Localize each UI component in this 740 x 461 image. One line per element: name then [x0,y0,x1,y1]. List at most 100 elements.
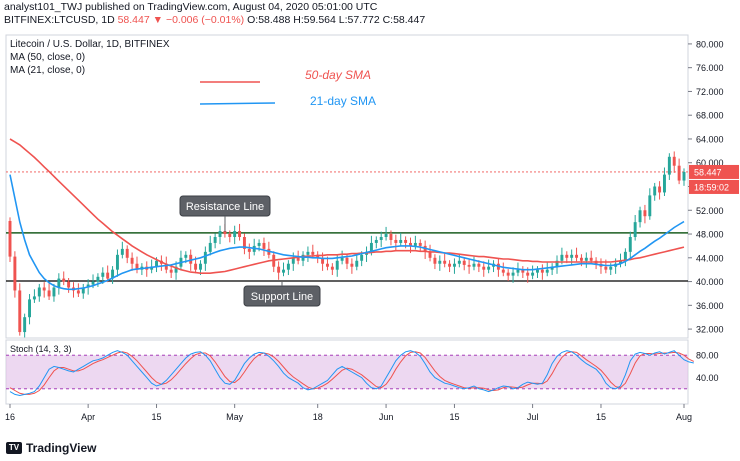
candle-body [316,254,320,258]
candle-body [101,272,105,277]
candle-body [579,257,583,261]
candle-body [247,248,251,252]
candle-body [174,266,178,273]
candle-body [208,242,212,252]
time-tick-label: 16 [5,412,15,422]
stoch-k-line [9,350,694,397]
candle-body [560,254,564,261]
candle-body [42,287,46,291]
candle-body [418,242,422,246]
candle-body [555,260,559,267]
candle-body [384,234,388,237]
candle-body [120,248,124,255]
time-tick-label: May [226,412,244,422]
candle-body [233,231,237,237]
candle-body [189,254,193,264]
candle-body [404,239,408,243]
sma21-line [9,174,685,291]
time-tick-label: Jun [379,412,394,422]
candle-body [399,239,403,243]
legend-50-label: 50-day SMA [305,68,371,82]
open-value: O:58.488 [247,14,291,26]
candle-body [658,186,662,193]
candle-body [355,260,359,267]
candle-body [516,269,520,273]
candle-body [443,260,447,264]
candle-body [203,251,207,264]
chart-title: Litecoin / U.S. Dollar, 1D, BITFINEX [10,39,170,50]
candle-body [184,254,188,258]
candle-body [91,281,95,285]
price-tick-label: 44.000 [696,253,724,263]
time-tick-label: Apr [81,412,95,422]
candle-body [164,263,168,270]
last-price-header: 58.447 [117,14,150,26]
candle-body [462,260,466,265]
candle-body [62,278,66,282]
legend-21-swatch [199,102,276,105]
candle-body [286,263,290,270]
candle-body [438,260,442,264]
candle-body [218,231,222,237]
candle-body [511,272,515,276]
candle-body [86,284,90,288]
candle-body [457,260,461,264]
candle-body [648,195,652,217]
candle-body [609,266,613,270]
time-tick-label: 15 [152,412,162,422]
candle-body [330,266,334,270]
price-tick-label: 68.000 [696,111,724,121]
candle-body [565,254,569,258]
stoch-band [6,355,688,389]
author-line: analyst101_TWJ published on TradingView.… [4,1,378,13]
tradingview-logo[interactable]: TV TradingView [6,441,96,455]
candle-body [213,237,217,243]
candle-body [570,254,574,258]
main-pane [5,34,689,339]
candle-body [150,266,154,270]
candle-body [682,171,686,181]
price-chart[interactable]: 80.00076.00072.00068.00064.00060.00056.0… [0,26,740,431]
candle-body [369,242,373,252]
candle-body [619,260,622,264]
candle-body [311,251,315,255]
price-tick-label: 80.000 [696,39,724,49]
candle-body [501,269,505,273]
candle-body [540,269,544,273]
candle-body [32,296,36,300]
price-tick-label: 72.000 [696,87,724,97]
ma50-label: MA (50, close, 0) [10,52,85,63]
symbol-line: BITFINEX:LTCUSD, 1D 58.447 ▼ −0.006 (−0.… [4,14,425,26]
candle-body [28,299,32,318]
candle-body [589,257,593,261]
candle-body [47,290,51,297]
candle-body [57,278,61,288]
publish-header: analyst101_TWJ published on TradingView.… [0,0,740,26]
price-tick-label: 76.000 [696,63,724,73]
price-tick-label: 60.000 [696,158,724,168]
candle-body [536,269,539,273]
candle-body [531,272,535,276]
candle-body [638,210,642,223]
candle-body [228,234,232,237]
chart-frame[interactable]: 80.00076.00072.00068.00064.00060.00056.0… [0,26,740,431]
candle-body [23,317,27,333]
last-price-tag [689,164,739,179]
time-tick-label: Jul [527,412,539,422]
candle-body [482,266,486,270]
candle-body [130,257,134,264]
candle-body [623,251,627,261]
candle-body [604,266,608,270]
candle-body [169,269,173,273]
candle-body [242,237,246,249]
candle-body [575,254,579,258]
last-price-tag-label: 58.447 [694,167,722,177]
candle-body [296,257,300,261]
candle-body [584,257,588,261]
time-tick-label: Aug [676,412,692,422]
candle-body [223,231,227,235]
candle-body [521,269,525,273]
candle-body [672,156,676,166]
candle-body [335,260,339,270]
candle-body [428,251,432,258]
